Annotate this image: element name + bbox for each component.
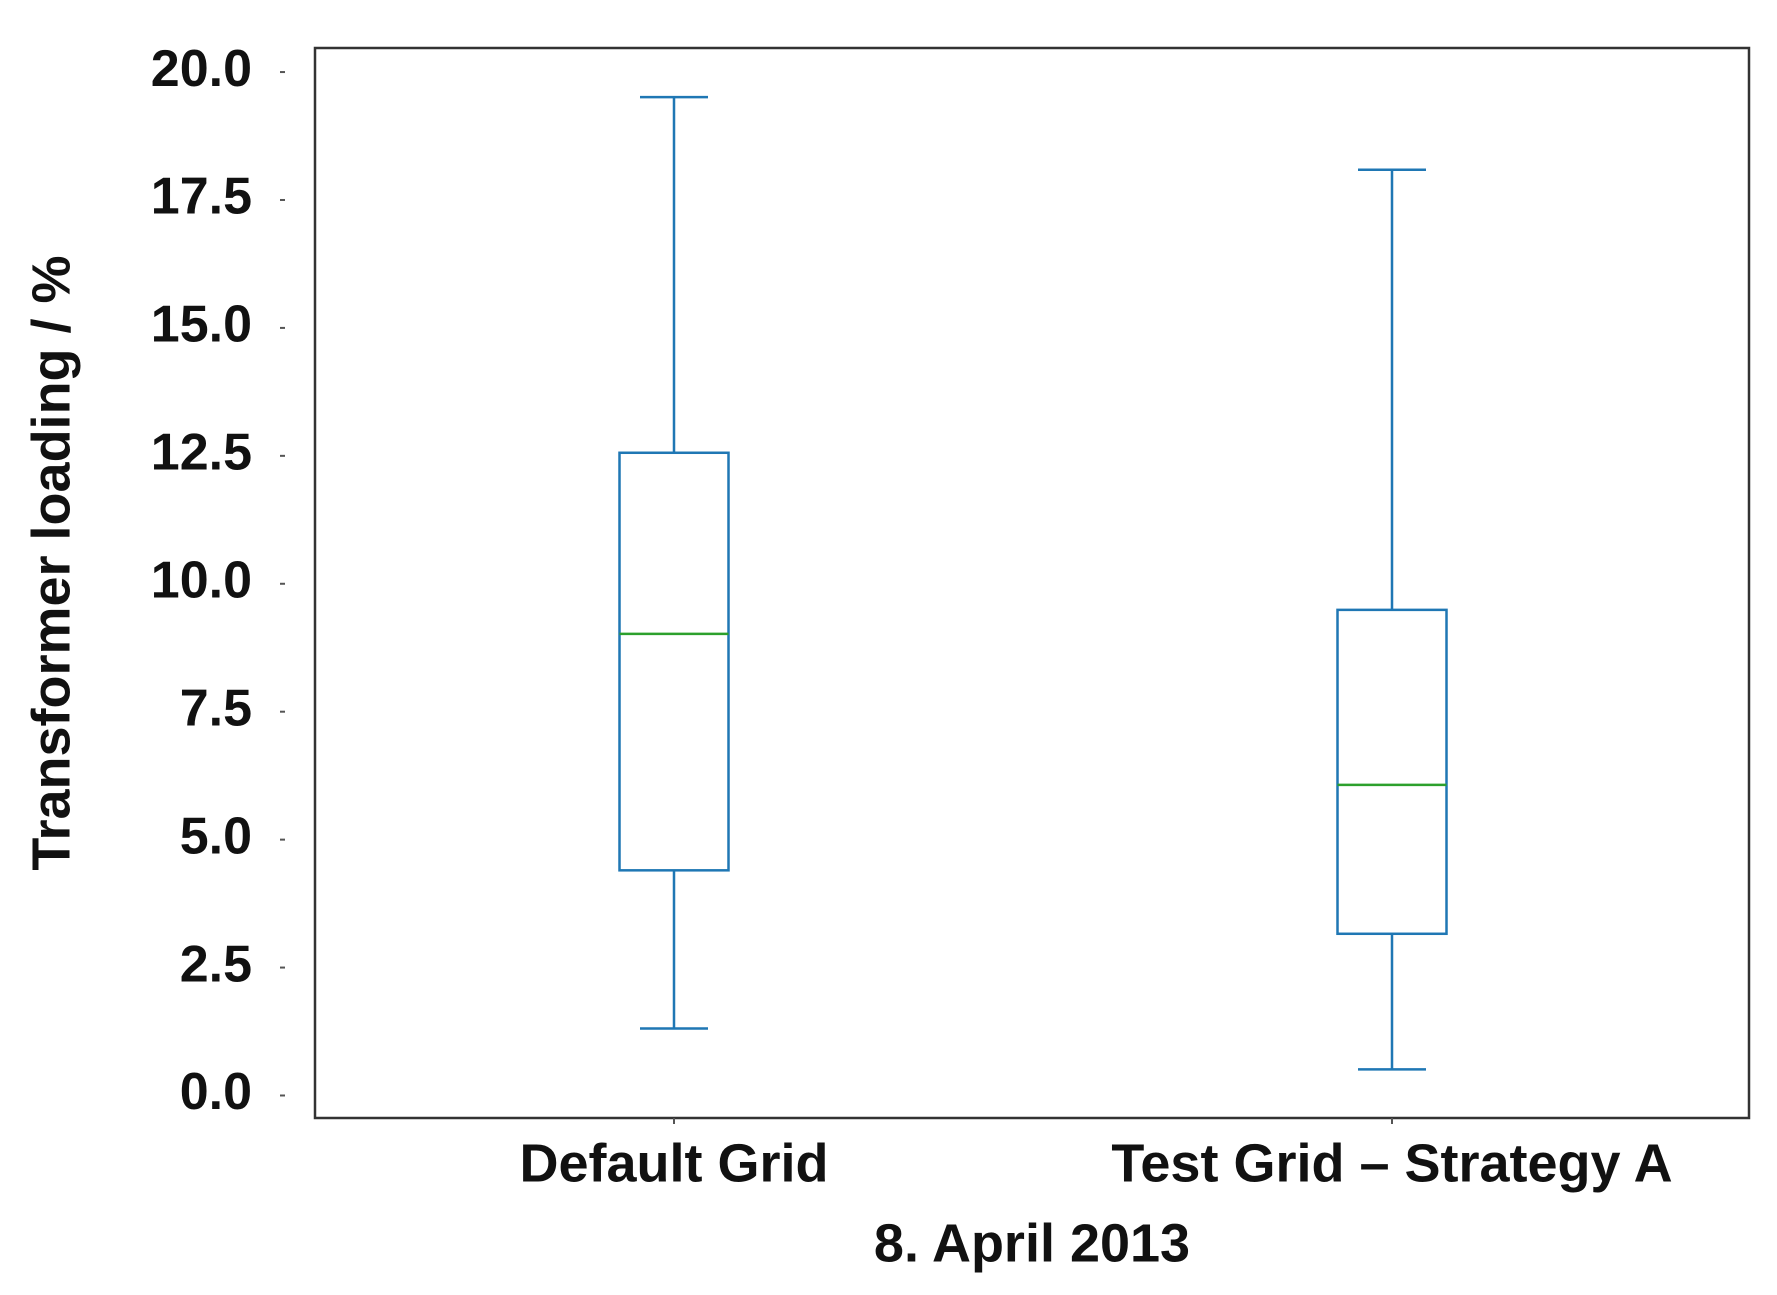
y-tick-label: 17.5 [151,168,252,226]
x-tick-label: Test Grid – Strategy A [1111,1133,1672,1193]
x-axis-label: 8. April 2013 [874,1213,1190,1273]
plot-frame [313,46,1751,1120]
y-axis-label: Transformer loading / % [21,255,81,870]
y-tick-label: 7.5 [180,679,252,737]
y-tick-label: 15.0 [151,296,252,354]
x-tick-label: Default Grid [519,1133,828,1193]
box [618,451,730,872]
y-tick-label: 20.0 [151,40,252,98]
y-tick-label: 2.5 [180,935,252,993]
y-tick-label: 0.0 [180,1063,252,1121]
y-tick-label: 10.0 [151,552,252,610]
box [1336,608,1448,936]
y-tick-label: 5.0 [180,807,252,865]
y-tick-label: 12.5 [151,424,252,482]
